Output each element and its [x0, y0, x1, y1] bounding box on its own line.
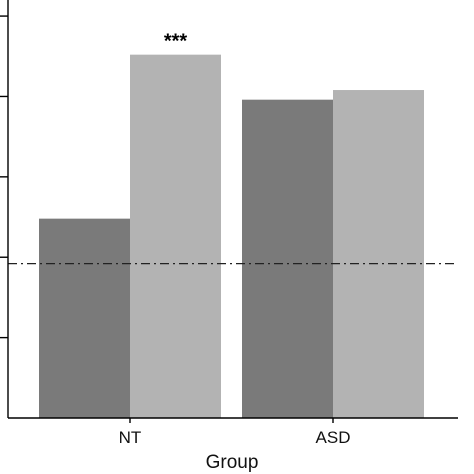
labels-layer: NT ASD Group *** [119, 31, 351, 473]
x-axis-title: Group [206, 452, 259, 473]
bar-nt-series-2 [130, 54, 221, 419]
x-tick-label-nt: NT [119, 428, 142, 447]
axes-layer [0, 0, 458, 423]
x-tick-label-asd: ASD [316, 428, 351, 447]
significance-annotation: *** [164, 31, 188, 53]
bar-asd-series-2 [333, 90, 424, 419]
bar-asd-series-1 [242, 99, 333, 418]
bars-layer [39, 54, 424, 419]
bar-nt-series-1 [39, 218, 130, 418]
